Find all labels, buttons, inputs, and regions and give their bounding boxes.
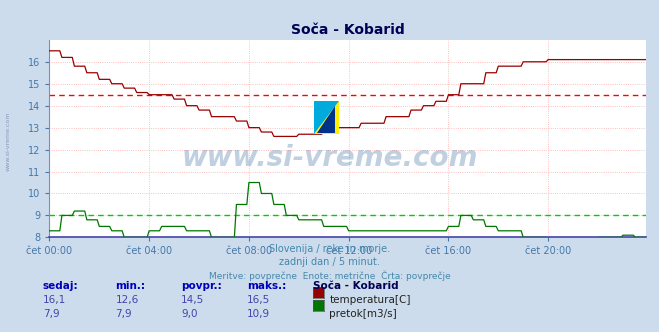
Polygon shape [314,101,339,134]
Title: Soča - Kobarid: Soča - Kobarid [291,23,405,37]
Text: www.si-vreme.com: www.si-vreme.com [181,144,478,172]
Text: zadnji dan / 5 minut.: zadnji dan / 5 minut. [279,257,380,267]
Text: 9,0: 9,0 [181,309,198,319]
Text: 14,5: 14,5 [181,295,204,305]
Text: www.si-vreme.com: www.si-vreme.com [5,111,11,171]
Text: sedaj:: sedaj: [43,281,78,290]
Text: 10,9: 10,9 [247,309,270,319]
Text: Soča - Kobarid: Soča - Kobarid [313,281,399,290]
Text: min.:: min.: [115,281,146,290]
Polygon shape [314,101,339,134]
Text: povpr.:: povpr.: [181,281,222,290]
Text: maks.:: maks.: [247,281,287,290]
Text: pretok[m3/s]: pretok[m3/s] [330,309,397,319]
Text: 16,1: 16,1 [43,295,66,305]
Polygon shape [318,106,335,133]
Text: temperatura[C]: temperatura[C] [330,295,411,305]
Text: 7,9: 7,9 [115,309,132,319]
Text: 12,6: 12,6 [115,295,138,305]
Text: Meritve: povprečne  Enote: metrične  Črta: povprečje: Meritve: povprečne Enote: metrične Črta:… [209,271,450,281]
Text: 7,9: 7,9 [43,309,59,319]
Text: 16,5: 16,5 [247,295,270,305]
Text: Slovenija / reke in morje.: Slovenija / reke in morje. [269,244,390,254]
